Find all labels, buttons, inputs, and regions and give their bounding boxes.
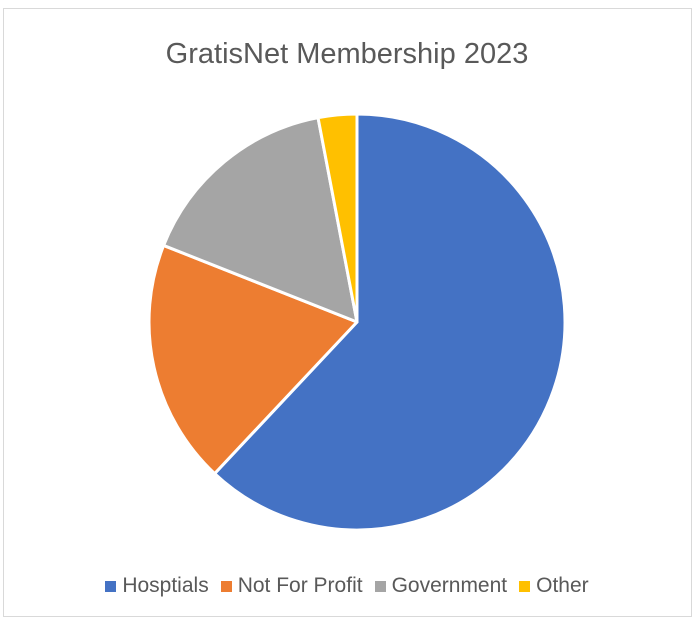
legend-swatch-government	[374, 580, 386, 592]
pie-slice-other	[316, 112, 359, 324]
legend-item-not-for-profit: Not For Profit	[220, 574, 363, 598]
pie-slice-hospitals	[213, 112, 567, 532]
legend-item-government: Government	[374, 574, 508, 598]
legend-item-hospitals: Hosptials	[105, 574, 209, 598]
chart-title: GratisNet Membership 2023	[165, 38, 529, 70]
legend-label-hospitals: Hosptials	[122, 574, 209, 597]
legend-swatch-hospitals	[105, 580, 117, 592]
pie-slice-government	[162, 116, 359, 324]
legend-swatch-not-for-profit	[220, 580, 232, 592]
legend: Hosptials Not For Profit Government Othe…	[0, 574, 694, 598]
legend-swatch-other	[519, 580, 531, 592]
legend-label-government: Government	[391, 574, 508, 597]
legend-label-other: Other	[536, 574, 589, 597]
legend-item-other: Other	[519, 574, 589, 598]
legend-label-not-for-profit: Not For Profit	[237, 574, 363, 597]
